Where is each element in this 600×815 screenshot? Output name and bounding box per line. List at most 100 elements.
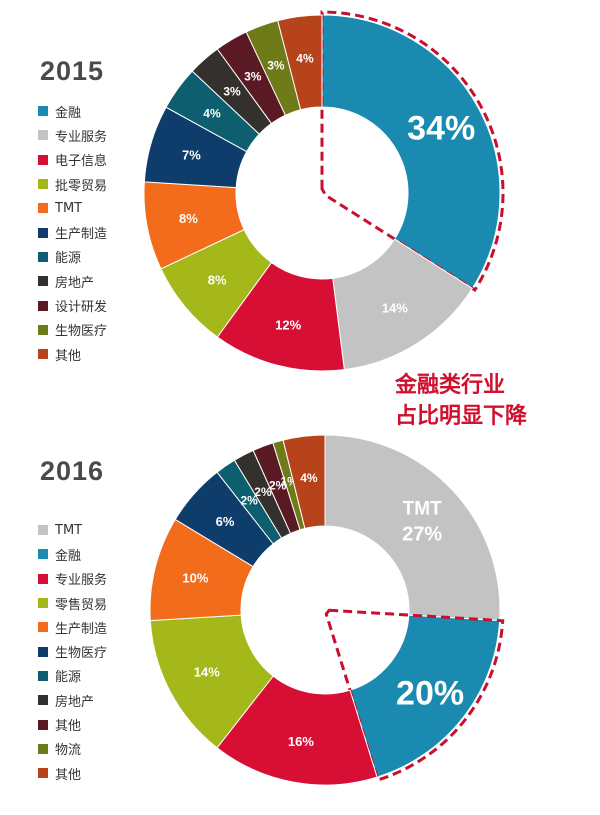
legend-swatch — [38, 179, 48, 190]
legend-item-2015-6: 能源 — [38, 245, 107, 269]
legend-label: 房地产 — [55, 275, 95, 291]
legend-item-2015-0: 金融 — [38, 99, 107, 123]
legend-item-2016-1: 金融 — [38, 542, 107, 566]
legend-swatch — [38, 154, 48, 165]
legend-label: 生产制造 — [55, 621, 108, 637]
legend-item-2015-2: 电子信息 — [38, 148, 107, 172]
data-label-2015-3: 8% — [208, 272, 227, 287]
legend-swatch — [38, 324, 48, 335]
data-label-2016-5: 6% — [216, 514, 235, 529]
callout-line-1: 金融类行业 — [395, 373, 506, 398]
legend-item-2015-10: 其他 — [38, 342, 107, 366]
legend-label: 设计研发 — [55, 300, 108, 316]
legend-label: 专业服务 — [55, 573, 108, 589]
data-label-2015-10: 4% — [296, 51, 314, 65]
callout-line-2: 占比明显下降 — [395, 404, 528, 429]
legend-item-2016-6: 能源 — [38, 664, 107, 688]
legend-item-2016-5: 生物医疗 — [38, 639, 107, 663]
legend-swatch — [38, 349, 48, 360]
legend-label: 能源 — [55, 251, 82, 267]
legend-swatch — [38, 203, 48, 214]
legend-item-2016-10: 其他 — [38, 761, 107, 785]
legend-label: 专业服务 — [55, 129, 108, 145]
legend-swatch — [38, 646, 48, 657]
chart-title-2016: 2016 — [40, 456, 105, 486]
legend-swatch — [38, 300, 48, 311]
legend-item-2015-1: 专业服务 — [38, 123, 107, 147]
legend-item-2015-7: 房地产 — [38, 269, 107, 293]
legend-item-2016-8: 其他 — [38, 712, 107, 736]
legend-label: 生产制造 — [55, 227, 108, 243]
data-label-2016-3: 14% — [194, 665, 220, 680]
highlight-outline-2015 — [320, 10, 505, 293]
callout-text: 金融类行业 占比明显下降 — [395, 370, 527, 432]
slice-2016-1 — [349, 614, 501, 778]
legend-swatch — [38, 743, 48, 754]
data-label-2015-7: 3% — [223, 84, 241, 98]
data-label-2015-5: 7% — [182, 148, 201, 163]
legend-swatch — [38, 525, 48, 536]
legend-label: 金融 — [55, 105, 82, 121]
legend-label: 其他 — [55, 348, 82, 364]
legend-item-2016-9: 物流 — [38, 737, 107, 761]
legend-swatch — [38, 106, 48, 117]
slice-2016-2 — [216, 675, 378, 786]
data-label-2015-4: 8% — [179, 211, 198, 226]
legend-item-2016-7: 房地产 — [38, 688, 107, 712]
data-label-2016-8: 2% — [269, 478, 287, 492]
legend-item-2016-0: TMT — [38, 518, 107, 542]
legend-swatch — [38, 719, 48, 730]
legend-item-2015-5: 生产制造 — [38, 220, 107, 244]
slice-2016-0 — [324, 434, 501, 622]
legend-swatch — [38, 573, 48, 584]
legend-label: 其他 — [55, 719, 82, 735]
legend-swatch — [38, 130, 48, 141]
highlight-outline-2016 — [324, 608, 505, 782]
slice-2016-10 — [282, 434, 326, 530]
data-label-2015-1: 14% — [382, 301, 408, 316]
legend-2015: 金融专业服务电子信息批零贸易 TMT 生产制造能源房地产设计研发生物医疗其他 — [38, 99, 107, 366]
legend-swatch — [38, 695, 48, 706]
legend-swatch — [38, 622, 48, 633]
legend-item-2015-8: 设计研发 — [38, 293, 107, 317]
data-label-2016-1: 20% — [396, 675, 464, 713]
legend-item-2016-2: 专业服务 — [38, 567, 107, 591]
legend-label: 房地产 — [55, 694, 95, 710]
slice-2015-10 — [277, 14, 323, 111]
legend-label: 批零贸易 — [55, 178, 108, 194]
data-label-2016-4: 10% — [182, 571, 208, 586]
legend-swatch — [38, 670, 48, 681]
data-label-2015-8: 3% — [244, 69, 262, 83]
legend-swatch — [38, 598, 48, 609]
data-label-2015-2: 12% — [275, 317, 301, 332]
legend-swatch — [38, 227, 48, 238]
data-label-2015-9: 3% — [267, 58, 285, 72]
data-label-2015-0: 34% — [407, 110, 475, 148]
data-label-2016-2: 16% — [288, 734, 314, 749]
legend-swatch — [38, 549, 48, 560]
data-label-2015-6: 4% — [203, 106, 221, 120]
legend-label: 生物医疗 — [55, 324, 108, 340]
legend-swatch — [38, 276, 48, 287]
legend-label: TMT — [55, 200, 83, 216]
data-label-2016-6: 2% — [240, 493, 258, 507]
legend-label: 生物医疗 — [55, 646, 108, 662]
legend-item-2015-3: 批零贸易 — [38, 172, 107, 196]
legend-label: 能源 — [55, 670, 82, 686]
chart-title-2015: 2015 — [40, 56, 105, 86]
legend-2016: TMT 金融 专业服务 零售贸易 生产制造 生物医疗 能源 房地产 其他 物流 其他 — [38, 518, 107, 785]
legend-label: 其他 — [55, 767, 82, 783]
legend-label: 电子信息 — [55, 154, 108, 170]
slice-2015-1 — [332, 238, 473, 371]
legend-label: 零售贸易 — [55, 597, 108, 613]
legend-item-2016-3: 零售贸易 — [38, 591, 107, 615]
legend-item-2015-9: 生物医疗 — [38, 318, 107, 342]
legend-label: 物流 — [55, 743, 82, 759]
legend-item-2015-4: TMT — [38, 196, 107, 220]
legend-item-2016-4: 生产制造 — [38, 615, 107, 639]
data-label-2016-10: 4% — [300, 471, 318, 485]
legend-label: 金融 — [55, 548, 82, 564]
legend-swatch — [38, 251, 48, 262]
